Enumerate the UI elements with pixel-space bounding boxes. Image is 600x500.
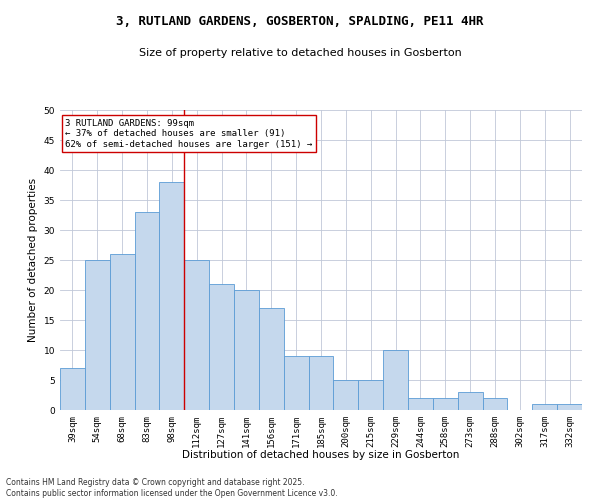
Bar (308, 356, 334, 410)
Bar (184, 260, 209, 410)
Bar (209, 284, 234, 410)
Bar (532, 404, 557, 410)
Text: Size of property relative to detached houses in Gosberton: Size of property relative to detached ho… (139, 48, 461, 58)
Bar (557, 404, 582, 410)
Text: 3 RUTLAND GARDENS: 99sqm
← 37% of detached houses are smaller (91)
62% of semi-d: 3 RUTLAND GARDENS: 99sqm ← 37% of detach… (65, 119, 313, 149)
Bar (160, 182, 184, 410)
Bar (60, 368, 85, 410)
Bar (334, 380, 358, 410)
Bar (85, 260, 110, 410)
Bar (408, 398, 433, 410)
Bar (110, 254, 134, 410)
Y-axis label: Number of detached properties: Number of detached properties (28, 178, 38, 342)
Text: Contains HM Land Registry data © Crown copyright and database right 2025.
Contai: Contains HM Land Registry data © Crown c… (6, 478, 338, 498)
Bar (482, 398, 508, 410)
Bar (134, 212, 160, 410)
Bar (259, 308, 284, 410)
Bar (433, 398, 458, 410)
Text: 3, RUTLAND GARDENS, GOSBERTON, SPALDING, PE11 4HR: 3, RUTLAND GARDENS, GOSBERTON, SPALDING,… (116, 15, 484, 28)
Bar (383, 350, 408, 410)
Bar (284, 356, 308, 410)
Bar (234, 290, 259, 410)
X-axis label: Distribution of detached houses by size in Gosberton: Distribution of detached houses by size … (182, 450, 460, 460)
Bar (458, 392, 482, 410)
Bar (358, 380, 383, 410)
